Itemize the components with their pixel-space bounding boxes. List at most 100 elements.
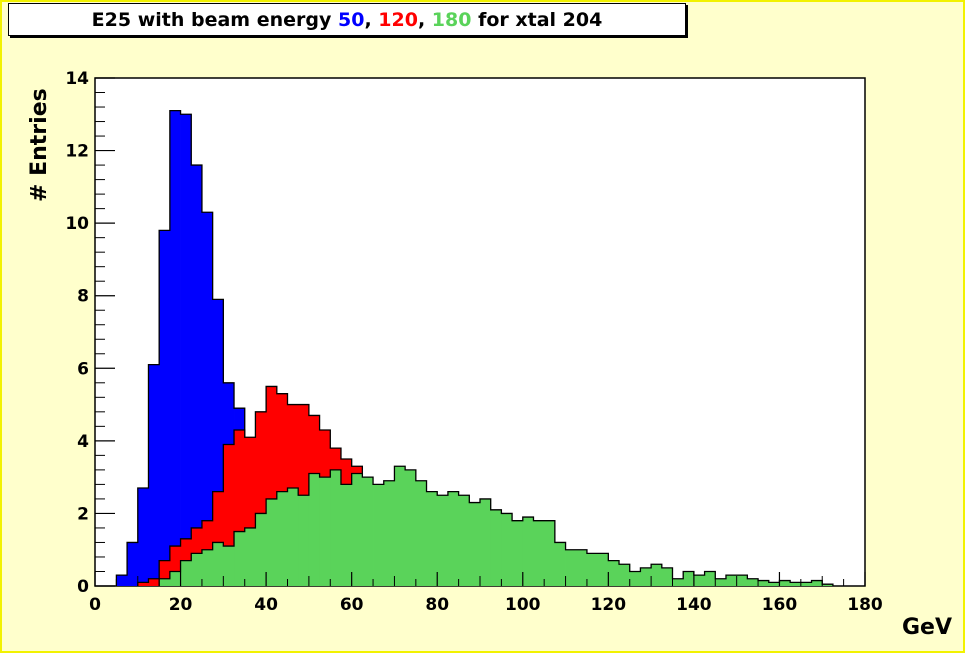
series-180 — [158, 465, 834, 586]
bar-180-31 — [490, 509, 502, 586]
bar-180-3 — [191, 553, 203, 586]
x-tick-label: 0 — [89, 595, 101, 615]
y-tick-label: 2 — [77, 504, 89, 524]
bar-180-36 — [544, 520, 556, 586]
title-part-3: 120 — [378, 8, 418, 31]
x-tick-label: 100 — [505, 595, 541, 615]
bar-180-39 — [576, 549, 588, 586]
bar-120-9 — [234, 429, 246, 586]
bar-50-9 — [212, 299, 224, 586]
bar-180-18 — [351, 473, 363, 586]
bar-180-23 — [405, 469, 417, 586]
bar-50-7 — [191, 165, 203, 586]
title-part-5: 180 — [431, 8, 472, 31]
bar-180-61 — [811, 580, 823, 586]
bar-180-10 — [266, 498, 278, 586]
bar-180-50 — [693, 575, 705, 586]
bar-180-38 — [565, 549, 577, 586]
bar-120-13 — [276, 393, 288, 586]
bar-180-60 — [800, 582, 812, 586]
bar-180-6 — [223, 546, 235, 586]
bar-180-21 — [383, 480, 395, 586]
bar-180-43 — [619, 564, 631, 586]
bar-180-14 — [308, 473, 320, 586]
bar-180-42 — [608, 560, 620, 586]
x-tick-label: 20 — [169, 595, 193, 615]
bar-50-0 — [116, 575, 128, 586]
bar-180-5 — [212, 542, 224, 586]
bar-180-0 — [159, 578, 171, 586]
bar-180-51 — [704, 571, 716, 586]
bar-180-49 — [683, 571, 695, 586]
bar-50-5 — [169, 110, 181, 586]
title-part-6: for xtal 204 — [471, 8, 603, 31]
bar-180-11 — [276, 491, 288, 586]
bar-180-22 — [394, 466, 406, 586]
bar-180-27 — [447, 491, 460, 586]
bar-120-0 — [137, 582, 149, 586]
bar-50-4 — [159, 230, 171, 586]
bar-180-41 — [597, 553, 609, 586]
bar-120-11 — [255, 411, 267, 586]
x-tick-label: 120 — [591, 595, 627, 615]
bar-180-59 — [790, 582, 802, 586]
x-tick-label: 180 — [847, 595, 883, 615]
bar-180-12 — [287, 488, 299, 586]
bar-120-10 — [244, 437, 256, 586]
x-tick-label: 160 — [762, 595, 798, 615]
bar-120-2 — [159, 560, 171, 586]
bar-50-2 — [137, 488, 149, 586]
chart-title: E25 with beam energy 50, 120, 180 for xt… — [8, 3, 686, 36]
title-part-1: 50 — [337, 8, 365, 31]
bar-180-44 — [629, 571, 641, 586]
bar-180-25 — [426, 491, 438, 586]
bar-180-29 — [469, 502, 481, 586]
bar-180-9 — [255, 513, 267, 586]
axes: 0 20 40 60 80 100 120 140 160 180 0 2 4 6 8 10 12 14 — [65, 69, 883, 615]
bar-180-4 — [201, 549, 214, 586]
title-part-4: , — [417, 8, 432, 31]
bar-180-17 — [340, 484, 353, 586]
bar-180-58 — [779, 580, 791, 586]
bar-180-40 — [586, 553, 599, 586]
bar-180-24 — [415, 480, 427, 586]
bar-180-13 — [298, 495, 310, 586]
title-part-0: E25 with beam energy — [91, 8, 338, 31]
y-tick-label: 14 — [65, 69, 89, 89]
bar-180-52 — [715, 578, 727, 586]
bar-120-1 — [148, 578, 160, 586]
bar-180-7 — [234, 531, 246, 586]
y-tick-label: 6 — [77, 359, 89, 379]
bar-180-1 — [169, 571, 181, 586]
bar-180-16 — [330, 469, 342, 586]
bar-180-34 — [522, 517, 534, 586]
bar-180-62 — [822, 584, 834, 586]
histogram-bars — [115, 110, 834, 586]
bar-180-37 — [554, 542, 566, 586]
bar-180-20 — [373, 484, 385, 586]
bar-180-56 — [758, 580, 770, 586]
y-tick-label: 8 — [77, 287, 89, 307]
bar-180-28 — [458, 495, 470, 586]
bar-180-35 — [533, 520, 545, 586]
bar-50-8 — [201, 212, 214, 586]
x-tick-label: 140 — [676, 595, 712, 615]
bar-180-2 — [180, 560, 192, 586]
x-tick-label: 80 — [425, 595, 449, 615]
bar-180-33 — [512, 520, 524, 586]
bar-50-1 — [127, 542, 139, 586]
x-tick-label: 40 — [254, 595, 278, 615]
bar-180-45 — [640, 567, 652, 586]
bar-180-55 — [747, 578, 759, 586]
bar-180-15 — [319, 477, 331, 586]
y-tick-label: 12 — [65, 142, 89, 162]
bar-120-3 — [169, 546, 181, 586]
bar-180-54 — [736, 575, 748, 586]
bar-50-6 — [180, 114, 192, 586]
bar-180-30 — [480, 498, 492, 586]
bar-180-48 — [672, 578, 684, 586]
bar-180-32 — [501, 513, 513, 586]
x-axis-title: GeV — [902, 615, 952, 640]
bar-120-7 — [212, 491, 224, 586]
